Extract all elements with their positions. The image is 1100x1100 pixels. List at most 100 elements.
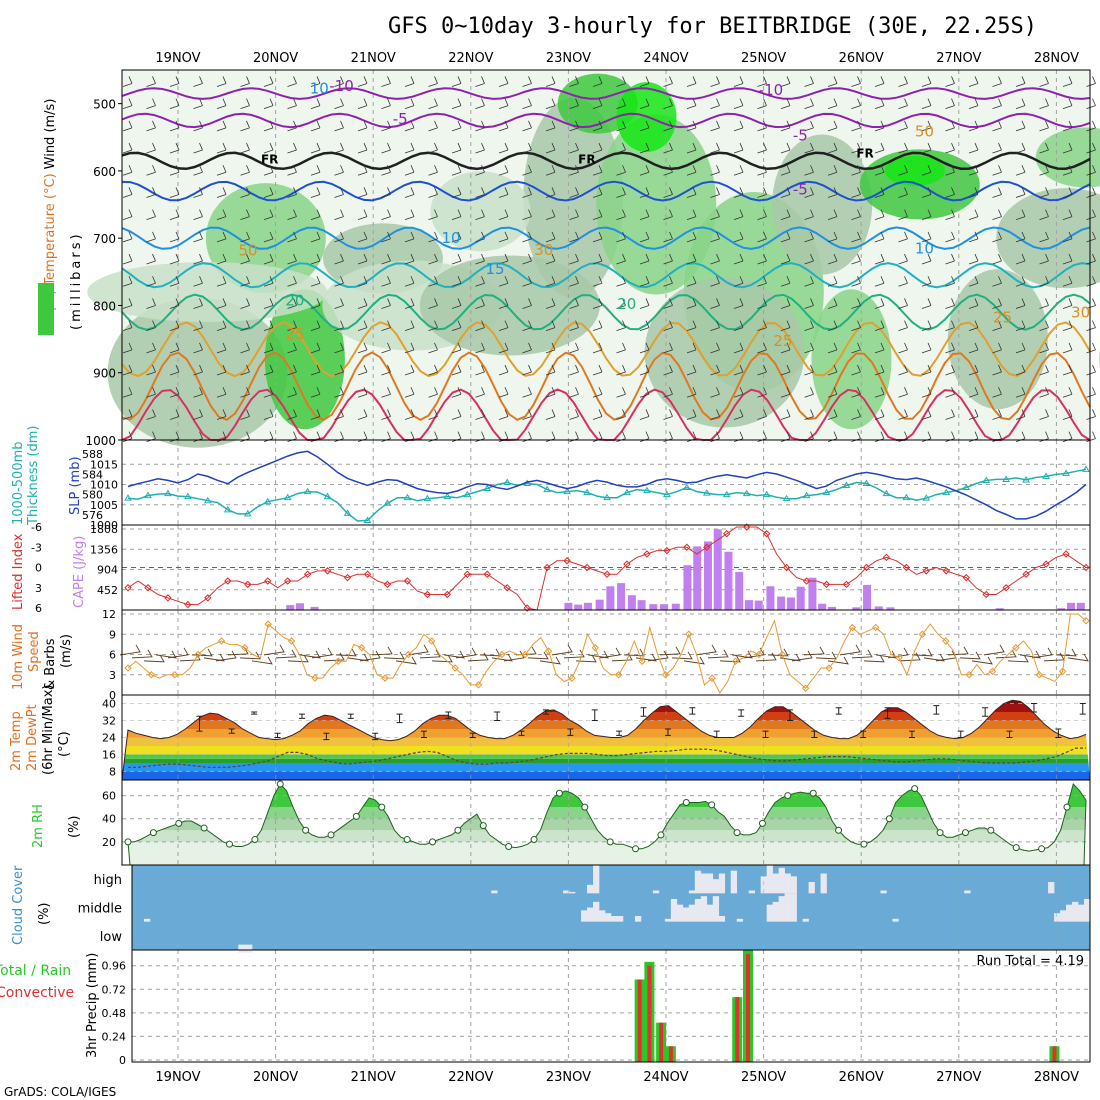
cloud-cell bbox=[706, 904, 714, 922]
bottom-date-label: 23NOV bbox=[546, 1070, 591, 1085]
isotherm-label: 10 bbox=[915, 240, 934, 258]
thickness-point bbox=[363, 516, 372, 523]
wind-barb bbox=[146, 320, 156, 332]
cloud-cell bbox=[700, 873, 708, 894]
wind-barb bbox=[945, 409, 955, 420]
wind-barb bbox=[381, 253, 391, 265]
wind-barb bbox=[1039, 298, 1049, 309]
isotherm-line bbox=[121, 226, 1091, 250]
rh-point bbox=[809, 789, 817, 797]
thickness-point bbox=[543, 485, 552, 493]
wind-barb bbox=[1086, 253, 1096, 265]
temp-band bbox=[122, 703, 1090, 712]
wind-ytick: 12 bbox=[102, 608, 116, 621]
wind-barb bbox=[780, 298, 791, 309]
wind-barb bbox=[616, 187, 626, 198]
bottom-date-axis: 19NOV 20NOV 21NOV 22NOV 23NOV 24NOV 25NOV 26NOV… bbox=[155, 1070, 1079, 1085]
thickness-ytick: 580 bbox=[82, 489, 103, 502]
cape-bar bbox=[310, 606, 319, 610]
lifted-index-point bbox=[922, 567, 931, 575]
minmax-bar bbox=[196, 715, 203, 732]
wind-barb bbox=[216, 342, 227, 354]
rh-band bbox=[128, 818, 1086, 831]
lifted-index-point bbox=[902, 563, 911, 572]
wind-barb bbox=[733, 209, 744, 221]
wind-barb bbox=[968, 120, 979, 132]
wind-barb bbox=[357, 276, 368, 287]
wind-barb bbox=[827, 120, 838, 132]
wind-barb bbox=[804, 387, 814, 398]
thickness-point bbox=[982, 476, 991, 483]
cloud-cell bbox=[790, 893, 797, 922]
wind-barb bbox=[310, 409, 321, 420]
minmax-bar bbox=[713, 730, 720, 738]
thickness-point bbox=[323, 492, 332, 500]
rh-point bbox=[505, 842, 513, 850]
wind-speed-point bbox=[381, 674, 389, 682]
wind-barb bbox=[945, 231, 955, 243]
wind-barb bbox=[404, 320, 415, 332]
minmax-bar bbox=[738, 709, 745, 717]
wind-barb bbox=[804, 276, 814, 287]
wind-speed-point bbox=[871, 623, 880, 632]
wind-barb bbox=[428, 187, 438, 198]
wind-barb bbox=[921, 98, 932, 110]
cape-bar bbox=[766, 586, 775, 610]
wind-barb bbox=[757, 209, 767, 221]
wind-barb bbox=[639, 387, 650, 398]
lifted-index-point bbox=[483, 570, 491, 578]
cloud-cell bbox=[790, 876, 797, 894]
wind-barb bbox=[522, 409, 532, 420]
wind-barb bbox=[545, 409, 556, 420]
precip-convective-bar bbox=[647, 965, 652, 1062]
minmax-bar bbox=[494, 711, 501, 721]
wind-speed-point bbox=[147, 671, 156, 679]
cape-bar bbox=[574, 604, 583, 610]
rh-point bbox=[733, 829, 741, 837]
wind-barb bbox=[263, 276, 274, 287]
wind-barb bbox=[443, 650, 465, 659]
cape-bar bbox=[683, 565, 692, 610]
cloud-cell bbox=[491, 890, 498, 894]
wind-barb bbox=[779, 653, 801, 662]
rh-point bbox=[352, 812, 360, 820]
cloud-level-label: high bbox=[94, 873, 122, 888]
wind-barb bbox=[498, 320, 509, 332]
wind-barb bbox=[1015, 276, 1026, 287]
cloud-cell bbox=[772, 873, 779, 894]
wind-speed-point bbox=[918, 630, 927, 638]
wind-barb bbox=[167, 647, 189, 659]
wind-barb bbox=[215, 650, 237, 662]
wind-barb bbox=[169, 253, 180, 265]
wind-barb bbox=[451, 209, 462, 221]
wind-barb bbox=[1015, 165, 1026, 176]
bottom-date-label: 26NOV bbox=[839, 1070, 884, 1085]
wind-barb bbox=[757, 76, 767, 87]
wind-barb bbox=[503, 650, 525, 662]
precip-convective-bar bbox=[735, 997, 740, 1062]
wind-barb bbox=[569, 298, 579, 309]
wind-barb bbox=[1015, 187, 1026, 198]
minmax-bar bbox=[982, 707, 989, 717]
wind-barb bbox=[146, 120, 156, 132]
wind-barb bbox=[169, 187, 180, 198]
wind-barb bbox=[357, 364, 368, 376]
lifted-index-point bbox=[1042, 560, 1050, 568]
wind-barb bbox=[240, 98, 250, 110]
wind-barb bbox=[310, 142, 321, 154]
wind-barb bbox=[686, 342, 697, 354]
wind-barb bbox=[1039, 142, 1049, 154]
wind-barb bbox=[1015, 298, 1026, 309]
thickness-point bbox=[283, 493, 292, 501]
wind-barb bbox=[780, 142, 791, 154]
wind-barb bbox=[710, 320, 720, 332]
wind-barb bbox=[968, 165, 979, 176]
wind-barb bbox=[216, 320, 227, 332]
wind-barb bbox=[146, 387, 156, 398]
wind-barb bbox=[287, 276, 297, 287]
thickness-point bbox=[603, 493, 611, 501]
lifted-index-point bbox=[703, 543, 711, 551]
wind-barb bbox=[334, 76, 344, 87]
thickness-point bbox=[962, 483, 971, 491]
lifted-ytick: -6 bbox=[31, 521, 42, 534]
